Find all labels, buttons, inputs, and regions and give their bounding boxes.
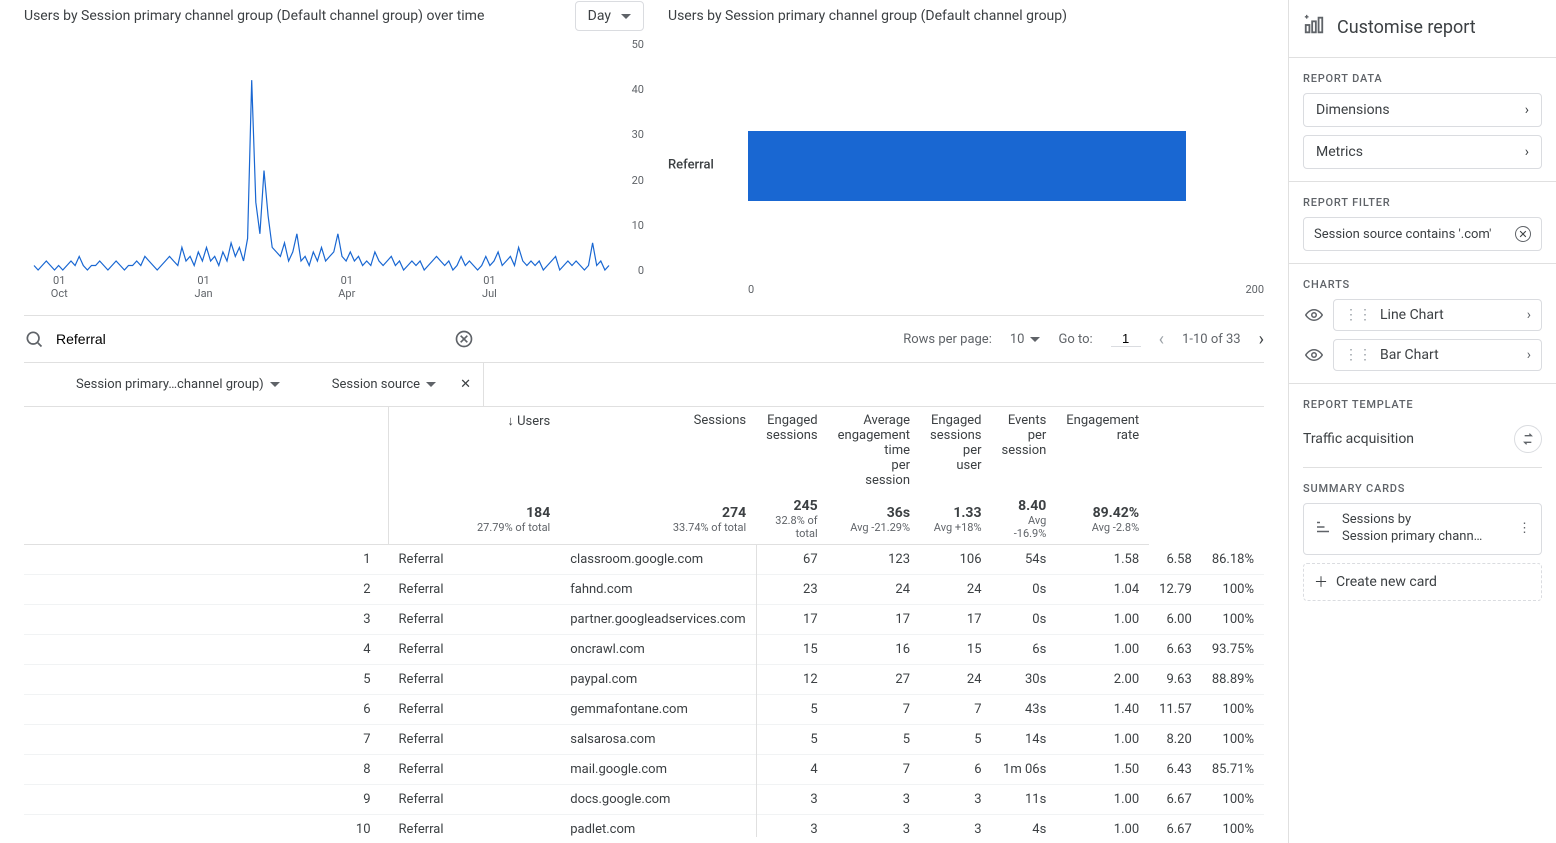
bar-fill: [748, 131, 1186, 201]
summary-card-text: Sessions by Session primary chann…: [1342, 512, 1482, 546]
chevron-right-icon: ›: [1525, 144, 1529, 160]
section-report-filter: Report Filter: [1303, 196, 1542, 209]
summary-card[interactable]: Sessions by Session primary chann… ⋮: [1303, 503, 1542, 555]
secondary-dimension-dropdown[interactable]: Session source: [320, 377, 448, 392]
line-chart-area: 0102030405001Oct01Jan01Apr01Jul: [24, 40, 644, 300]
rows-per-page-label: Rows per page:: [903, 332, 992, 347]
bar-category-label: Referral: [668, 157, 714, 172]
table-row[interactable]: 6Referralgemmafontane.com57743s1.4011.57…: [24, 695, 1264, 725]
bar-chart-panel: Users by Session primary channel group (…: [668, 0, 1264, 315]
clear-search-icon[interactable]: [454, 329, 474, 349]
sidebar-title: Customise report: [1303, 14, 1542, 41]
customise-icon: [1303, 14, 1325, 41]
chevron-right-icon: ›: [1527, 307, 1531, 323]
search-wrap: [24, 329, 474, 349]
bar-track: [748, 131, 1224, 201]
column-header[interactable]: Averageengagementtimepersession: [828, 407, 920, 494]
more-icon[interactable]: ⋮: [1518, 521, 1531, 536]
search-icon: [24, 329, 44, 349]
line-chart-title: Users by Session primary channel group (…: [24, 8, 484, 24]
granularity-dropdown[interactable]: Day: [575, 1, 644, 31]
primary-dimension-dropdown[interactable]: Session primary…channel group): [64, 377, 292, 392]
table-row[interactable]: 5Referralpaypal.com12272430s2.009.6388.8…: [24, 665, 1264, 695]
drag-handle-icon[interactable]: ⋮⋮: [1344, 307, 1372, 323]
rows-per-page-select[interactable]: 10: [1010, 332, 1041, 347]
table-row[interactable]: 10Referralpadlet.com3334s1.006.67100%: [24, 815, 1264, 838]
goto-input[interactable]: [1111, 331, 1141, 347]
card-icon: [1314, 518, 1332, 540]
charts-row: Users by Session primary channel group (…: [24, 0, 1264, 315]
column-header[interactable]: ↓ Users: [389, 407, 561, 494]
template-row: Traffic acquisition: [1303, 419, 1542, 468]
table-row[interactable]: 3Referralpartner.googleadservices.com171…: [24, 605, 1264, 635]
data-table: ↓ UsersSessionsEngagedsessionsAverageeng…: [24, 407, 1264, 837]
create-card-button[interactable]: ＋ Create new card: [1303, 563, 1542, 601]
filter-chip[interactable]: Session source contains '.com' ✕: [1303, 217, 1542, 251]
dimension-row: Session primary…channel group) Session s…: [24, 363, 1264, 407]
goto-label: Go to:: [1058, 332, 1092, 347]
table-row[interactable]: 2Referralfahnd.com2324240s1.0412.79100%: [24, 575, 1264, 605]
column-header[interactable]: Engagedsessionsperuser: [920, 407, 992, 494]
chart-list-item: ⋮⋮ Line Chart ›: [1303, 299, 1542, 331]
table-row[interactable]: 7Referralsalsarosa.com55514s1.008.20100%: [24, 725, 1264, 755]
column-header[interactable]: Sessions: [560, 407, 756, 494]
section-report-data: Report Data: [1303, 72, 1542, 85]
table-scroll[interactable]: ↓ UsersSessionsEngagedsessionsAverageeng…: [24, 407, 1264, 837]
bar-chart-title: Users by Session primary channel group (…: [668, 8, 1067, 24]
remove-filter-icon[interactable]: ✕: [1515, 226, 1531, 242]
granularity-value: Day: [588, 8, 611, 24]
bar-chart-area: Referral 0 200: [668, 40, 1264, 300]
chart-config-button[interactable]: ⋮⋮ Line Chart ›: [1333, 299, 1542, 331]
customise-sidebar: Customise report Report Data Dimensions …: [1288, 0, 1556, 843]
bar-axis-min: 0: [748, 283, 754, 296]
column-header[interactable]: Engagedsessions: [756, 407, 828, 494]
page-range: 1-10 of 33: [1182, 332, 1241, 347]
column-header[interactable]: Engagementrate: [1056, 407, 1149, 494]
bar-axis-max: 200: [1245, 283, 1264, 296]
prev-page-button[interactable]: ‹: [1159, 329, 1164, 350]
visibility-toggle[interactable]: [1303, 306, 1325, 324]
chevron-down-icon: [426, 382, 436, 387]
drag-handle-icon[interactable]: ⋮⋮: [1344, 347, 1372, 363]
table-toolbar: Rows per page: 10 Go to: ‹ 1-10 of 33 ›: [24, 315, 1264, 363]
table-row[interactable]: 9Referraldocs.google.com33311s1.006.6710…: [24, 785, 1264, 815]
chevron-down-icon: [270, 382, 280, 387]
metrics-button[interactable]: Metrics ›: [1303, 135, 1542, 169]
swap-template-button[interactable]: [1514, 425, 1542, 453]
template-name: Traffic acquisition: [1303, 431, 1414, 447]
plus-icon: ＋: [1314, 572, 1328, 592]
chart-config-button[interactable]: ⋮⋮ Bar Chart ›: [1333, 339, 1542, 371]
chevron-right-icon: ›: [1525, 102, 1529, 118]
table-row[interactable]: 4Referraloncrawl.com1516156s1.006.6393.7…: [24, 635, 1264, 665]
chevron-right-icon: ›: [1527, 347, 1531, 363]
pagination-controls: Rows per page: 10 Go to: ‹ 1-10 of 33 ›: [903, 329, 1264, 350]
table-row[interactable]: 1Referralclassroom.google.com6712310654s…: [24, 545, 1264, 575]
section-charts: Charts: [1303, 278, 1542, 291]
close-icon: ✕: [460, 377, 471, 392]
chart-list-item: ⋮⋮ Bar Chart ›: [1303, 339, 1542, 371]
dimensions-button[interactable]: Dimensions ›: [1303, 93, 1542, 127]
chevron-down-icon: [621, 14, 631, 19]
table-row[interactable]: 8Referralmail.google.com4761m 06s1.506.4…: [24, 755, 1264, 785]
column-header[interactable]: Eventspersession: [992, 407, 1057, 494]
section-summary: Summary Cards: [1303, 482, 1542, 495]
visibility-toggle[interactable]: [1303, 346, 1325, 364]
main-panel: Users by Session primary channel group (…: [0, 0, 1288, 843]
remove-secondary-dimension[interactable]: ✕: [448, 377, 483, 392]
section-template: Report Template: [1303, 398, 1542, 411]
search-input[interactable]: [56, 331, 442, 347]
line-chart-panel: Users by Session primary channel group (…: [24, 0, 644, 315]
next-page-button[interactable]: ›: [1259, 329, 1264, 350]
chevron-down-icon: [1030, 337, 1040, 342]
